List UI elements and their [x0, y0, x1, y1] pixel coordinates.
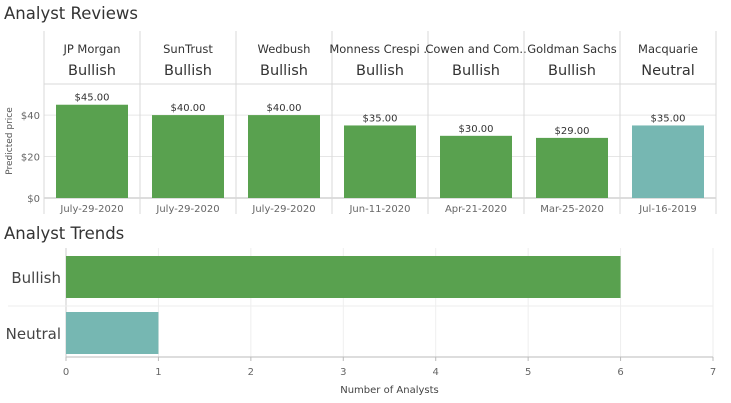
analyst-count-bar: [66, 312, 159, 354]
analyst-trends-chart: 0 1 2 3 4 5 6 7 Bullish Neutral Number of Analysts: [6, 248, 716, 396]
price-bar: [632, 125, 704, 198]
date-label: July-29-2020: [251, 204, 315, 215]
category-label: Neutral: [6, 325, 61, 343]
rating-label: Neutral: [641, 63, 695, 79]
analyst-reviews-chart: $0 $20 $40 Predicted price JP Morgan Bullish $…: [5, 31, 717, 215]
rating-label: Bullish: [164, 63, 212, 79]
y-tick-label: $40: [21, 111, 40, 122]
price-data-label: $35.00: [651, 113, 686, 124]
rating-label: Bullish: [356, 63, 404, 79]
date-label: July-29-2020: [155, 204, 219, 215]
x-axis-label: Number of Analysts: [340, 385, 439, 396]
price-data-label: $35.00: [363, 113, 398, 124]
y-tick-label: $0: [27, 194, 40, 205]
analyst-trends-title: Analyst Trends: [4, 224, 125, 243]
price-bar: [440, 135, 512, 198]
price-bar: [536, 137, 608, 198]
date-label: July-29-2020: [59, 204, 123, 215]
firm-name: Goldman Sachs: [527, 42, 617, 56]
rating-label: Bullish: [452, 63, 500, 79]
price-bar: [248, 115, 320, 198]
firm-name: Cowen and Com..: [425, 42, 526, 56]
analyst-reviews-title: Analyst Reviews: [4, 4, 138, 23]
price-bar: [344, 125, 416, 198]
y-axis-label: Predicted price: [5, 107, 15, 175]
firm-name: SunTrust: [163, 42, 213, 56]
price-bar: [152, 115, 224, 198]
x-tick-label: 3: [340, 367, 346, 378]
price-data-label: $29.00: [555, 126, 590, 137]
date-label: Jul-16-2019: [638, 204, 696, 215]
analyst-count-bar: [66, 256, 621, 298]
x-tick-label: 6: [617, 367, 623, 378]
x-tick-label: 7: [710, 367, 716, 378]
price-data-label: $30.00: [459, 124, 494, 135]
y-tick-label: $20: [21, 153, 40, 164]
x-tick-label: 1: [155, 367, 161, 378]
date-label: Mar-25-2020: [540, 204, 604, 215]
x-tick-label: 2: [248, 367, 254, 378]
date-label: Jun-11-2020: [348, 204, 410, 215]
x-tick-label: 5: [525, 367, 531, 378]
rating-label: Bullish: [260, 63, 308, 79]
price-bar: [56, 104, 128, 198]
price-data-label: $40.00: [171, 103, 206, 114]
x-tick-label: 4: [433, 367, 439, 378]
rating-label: Bullish: [68, 63, 116, 79]
price-data-label: $40.00: [267, 103, 302, 114]
firm-name: Macquarie: [638, 42, 698, 56]
price-data-label: $45.00: [75, 93, 110, 104]
firm-name: JP Morgan: [62, 42, 120, 56]
firm-name: Monness Crespi ..: [329, 42, 430, 56]
date-label: Apr-21-2020: [445, 204, 507, 215]
firm-name: Wedbush: [258, 42, 311, 56]
rating-label: Bullish: [548, 63, 596, 79]
x-tick-label: 0: [63, 367, 69, 378]
category-label: Bullish: [11, 269, 61, 287]
